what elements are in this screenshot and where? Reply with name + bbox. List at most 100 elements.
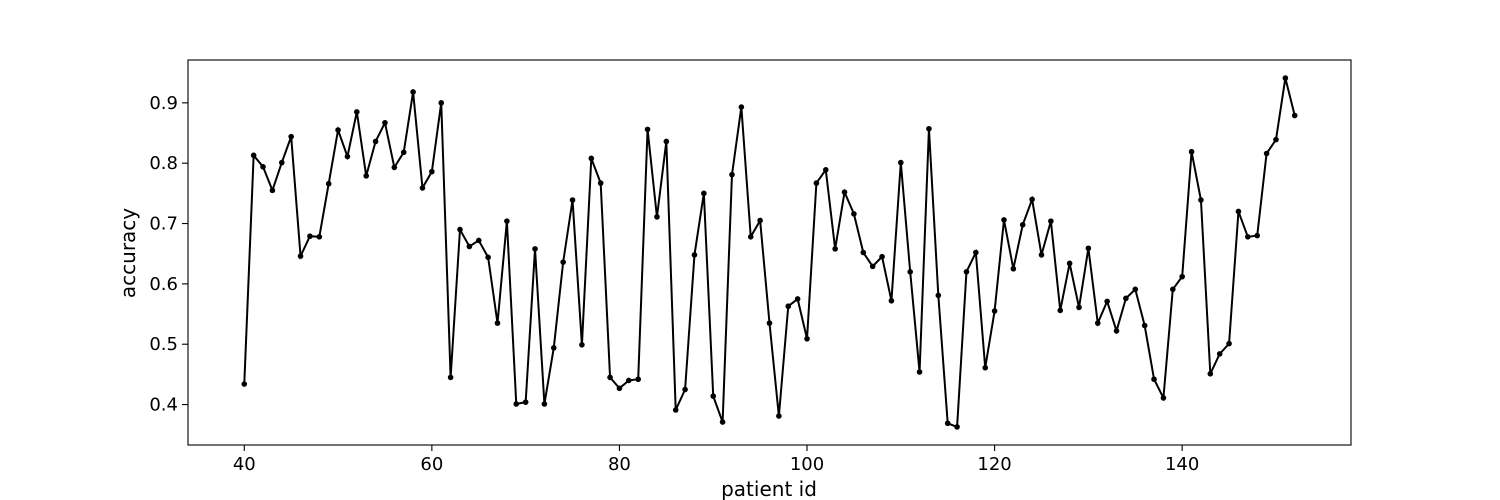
data-point — [682, 386, 688, 393]
data-point — [316, 234, 323, 240]
data-point — [1216, 351, 1223, 357]
data-point — [400, 149, 407, 156]
data-point — [1198, 197, 1204, 203]
data-point — [757, 217, 763, 224]
data-point — [1038, 252, 1045, 258]
data-point — [1160, 395, 1167, 401]
data-point — [898, 159, 904, 166]
data-point — [513, 401, 520, 407]
accuracy-series-line — [243, 77, 1296, 429]
data-point — [738, 104, 745, 110]
data-point — [1076, 304, 1082, 311]
data-point — [325, 180, 332, 187]
data-point — [869, 263, 876, 270]
plot-frame — [187, 59, 1352, 446]
data-point — [250, 152, 257, 159]
x-tick-label: 100 — [790, 454, 824, 475]
data-point — [729, 171, 735, 178]
data-point — [1291, 112, 1298, 119]
x-tick-label: 60 — [420, 454, 443, 475]
data-point — [260, 164, 266, 170]
data-point — [1104, 298, 1110, 305]
data-point — [1179, 273, 1185, 280]
data-point — [1057, 307, 1064, 314]
data-point — [1029, 196, 1035, 203]
y-tick-label: 0.6 — [149, 274, 178, 295]
data-point — [494, 320, 501, 326]
data-point — [269, 187, 276, 194]
x-axis-ticks: 40 60 80 100 120 140 — [233, 445, 1199, 475]
data-point — [1066, 260, 1073, 267]
x-tick-label: 140 — [1165, 454, 1199, 475]
data-point — [991, 308, 998, 314]
x-tick-label: 120 — [977, 454, 1011, 475]
data-point — [888, 297, 895, 304]
data-point — [860, 249, 867, 256]
y-tick-label: 0.4 — [149, 395, 178, 416]
data-point — [766, 320, 773, 326]
data-point — [626, 377, 632, 384]
data-point — [1235, 208, 1242, 215]
data-point — [851, 211, 857, 217]
data-point — [654, 214, 660, 220]
data-point — [344, 153, 351, 160]
data-point — [588, 155, 595, 162]
data-point — [354, 109, 360, 115]
data-point — [438, 100, 445, 106]
data-point — [382, 119, 388, 126]
data-point — [635, 376, 641, 383]
data-point — [278, 159, 285, 166]
data-point — [616, 385, 623, 392]
data-point — [363, 173, 370, 179]
data-point — [532, 246, 538, 252]
y-tick-label: 0.8 — [149, 153, 178, 174]
x-axis-label: patient id — [721, 477, 817, 500]
data-point — [569, 197, 576, 203]
data-point — [822, 167, 829, 173]
data-point — [813, 180, 820, 186]
data-point — [1263, 150, 1270, 157]
data-point — [1132, 286, 1139, 293]
data-point — [954, 424, 960, 430]
data-point — [288, 133, 294, 140]
x-tick-label: 40 — [233, 454, 256, 475]
data-point — [672, 407, 679, 413]
data-point — [429, 168, 435, 175]
data-point — [391, 164, 398, 171]
data-point — [794, 296, 801, 302]
data-point — [307, 233, 313, 240]
data-point — [1094, 320, 1101, 326]
data-point — [701, 190, 707, 197]
data-point — [475, 237, 482, 244]
data-point — [916, 369, 923, 375]
data-point — [297, 253, 304, 259]
data-point — [560, 259, 566, 265]
data-point — [466, 243, 473, 250]
data-point — [579, 342, 585, 348]
data-point — [1113, 328, 1120, 334]
data-point — [541, 401, 548, 407]
data-point — [1151, 376, 1157, 383]
data-point — [785, 303, 792, 310]
data-point — [410, 89, 416, 95]
y-axis-label: accuracy — [116, 208, 140, 298]
data-point — [1170, 286, 1176, 293]
data-point — [691, 252, 698, 258]
data-point — [1245, 234, 1251, 240]
data-point — [1282, 75, 1289, 81]
data-point — [710, 393, 717, 399]
y-axis-ticks: 0.4 0.5 0.6 0.7 0.8 0.9 — [149, 93, 188, 416]
data-point — [504, 218, 510, 224]
data-point — [1188, 148, 1195, 155]
data-point — [597, 180, 604, 186]
y-tick-label: 0.9 — [149, 93, 178, 114]
data-point — [335, 127, 341, 133]
accuracy-series-points — [241, 75, 1298, 430]
data-point — [1010, 265, 1017, 272]
data-point — [1048, 218, 1054, 224]
data-point — [1123, 295, 1129, 302]
data-point — [832, 246, 838, 252]
data-point — [607, 374, 613, 381]
x-tick-label: 80 — [608, 454, 631, 475]
data-point — [485, 254, 491, 261]
